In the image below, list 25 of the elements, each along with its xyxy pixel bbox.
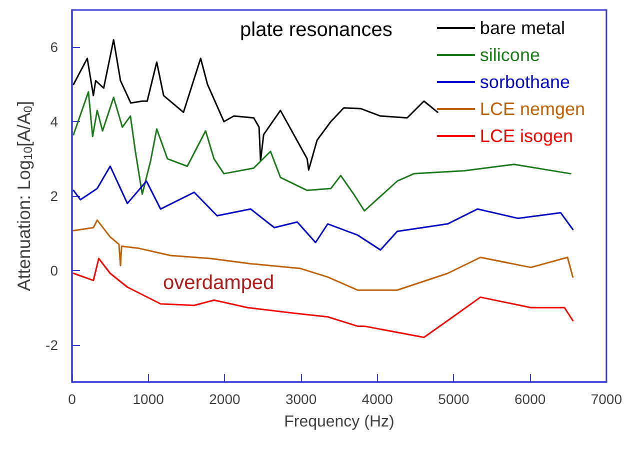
x-tick-label: 2000	[209, 391, 240, 407]
y-tick-label: -2	[46, 336, 58, 353]
legend-label: bare metal	[480, 18, 565, 38]
x-tick-label: 7000	[590, 391, 622, 407]
y-axis-title: Attenuation: Log10[A/A0]	[14, 100, 35, 292]
legend-label: LCE nemgen	[480, 99, 586, 119]
line-series	[72, 39, 438, 171]
y-tick-label: 2	[50, 188, 58, 204]
line-series	[72, 258, 574, 338]
legend-label: silicone	[480, 45, 540, 65]
y-tick-label: 6	[50, 39, 58, 56]
x-tick-label: 6000	[514, 391, 546, 407]
y-tick-label: 4	[50, 114, 58, 130]
annotation: plate resonances	[240, 19, 392, 41]
line-series	[72, 165, 574, 251]
x-tick-label: 4000	[362, 391, 394, 407]
x-tick-label: 3000	[285, 391, 317, 407]
legend-label: sorbothane	[480, 72, 570, 92]
x-tick-label: 5000	[438, 391, 470, 407]
x-tick-label: 1000	[132, 391, 164, 407]
x-tick-label: 0	[68, 391, 76, 407]
y-tick-label: 0	[50, 262, 58, 278]
legend-label: LCE isogen	[480, 126, 573, 146]
x-axis-title: Frequency (Hz)	[284, 414, 394, 430]
annotation: overdamped	[163, 272, 274, 294]
